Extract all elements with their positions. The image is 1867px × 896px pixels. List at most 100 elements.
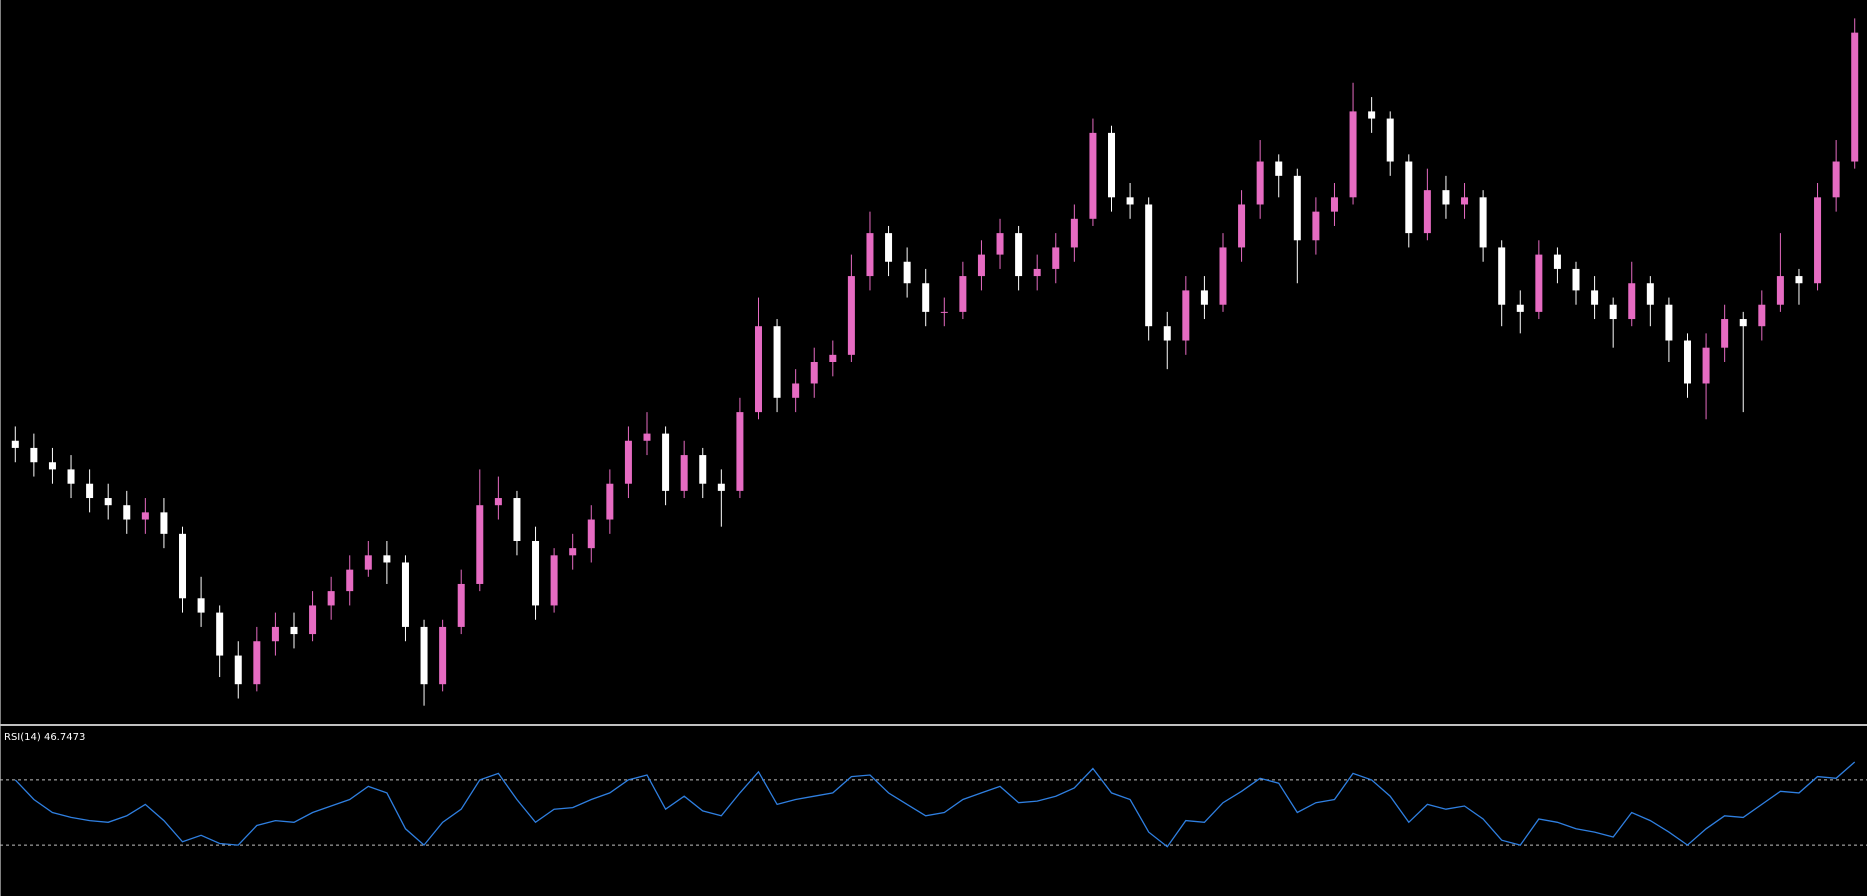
candle-body xyxy=(1163,326,1171,341)
candle-body xyxy=(569,548,577,556)
candle-body xyxy=(30,447,38,463)
candle-body xyxy=(48,462,56,470)
candle-body xyxy=(1070,218,1078,248)
rsi-line xyxy=(14,761,1856,848)
candle-body xyxy=(1275,161,1283,176)
candle-body xyxy=(736,412,744,491)
candle-body xyxy=(532,541,540,606)
candle-body xyxy=(1591,290,1599,305)
candle-body xyxy=(773,326,781,398)
candle-body xyxy=(1572,268,1580,291)
candle-body xyxy=(364,555,372,570)
candle-body xyxy=(1238,204,1246,248)
candle-body xyxy=(550,555,558,606)
candle-body xyxy=(1739,319,1747,327)
candle-body xyxy=(67,469,75,484)
candle-body xyxy=(383,555,391,563)
candle-body xyxy=(1535,254,1543,312)
candle-body xyxy=(439,626,447,685)
candle-body xyxy=(1646,283,1654,305)
candle-body xyxy=(1256,161,1264,205)
candle-body xyxy=(1200,290,1208,305)
candle-body xyxy=(1479,197,1487,248)
candle-body xyxy=(680,455,688,491)
candle-body xyxy=(1814,197,1822,284)
candle-body xyxy=(457,583,465,627)
candle-body xyxy=(885,233,893,262)
candle-body xyxy=(922,283,930,312)
candle-body xyxy=(1405,161,1413,234)
candle-body xyxy=(1758,304,1766,327)
candle-body xyxy=(1609,304,1617,320)
candle-body xyxy=(977,254,985,277)
candle-body xyxy=(940,311,948,313)
candle-body xyxy=(494,498,502,506)
candle-body xyxy=(141,512,149,520)
candle-body xyxy=(717,483,725,491)
candle-body xyxy=(624,440,632,484)
candle-body xyxy=(401,562,409,627)
candle-body xyxy=(662,433,670,491)
candle-body xyxy=(1089,132,1097,219)
candle-body xyxy=(513,498,521,541)
candle-body xyxy=(1182,290,1190,341)
candle-body xyxy=(1349,111,1357,198)
candle-body xyxy=(1312,211,1320,241)
candle-body xyxy=(123,505,131,520)
candle-body xyxy=(996,233,1004,255)
candle-body xyxy=(1721,319,1729,348)
candle-body xyxy=(959,276,967,312)
candle-body xyxy=(1052,247,1060,269)
candle-body xyxy=(1330,197,1338,212)
candle-body xyxy=(327,591,335,606)
candle-body xyxy=(1553,254,1561,269)
candle-body xyxy=(1776,276,1784,305)
candle-body xyxy=(253,641,261,685)
candle-body xyxy=(810,362,818,384)
candle-body xyxy=(847,276,855,355)
candle-body xyxy=(1386,118,1394,162)
candle-body xyxy=(754,326,762,413)
candle-body xyxy=(699,455,707,484)
candle-body xyxy=(11,440,19,448)
candle-body xyxy=(197,598,205,613)
candle-body xyxy=(1628,283,1636,320)
candle-body xyxy=(1368,111,1376,119)
candle-body xyxy=(160,512,168,534)
candle-body xyxy=(1108,132,1116,198)
candle-body xyxy=(1145,204,1153,327)
candle-body xyxy=(420,626,428,685)
candle-body xyxy=(792,383,800,398)
candle-body xyxy=(1516,304,1524,312)
candle-body xyxy=(1461,197,1469,205)
candle-body xyxy=(216,612,224,656)
candle-body xyxy=(903,261,911,284)
candle-body xyxy=(829,354,837,362)
candle-body xyxy=(234,655,242,685)
rsi-label: RSI(14) 46.7473 xyxy=(4,732,85,743)
candle-body xyxy=(86,483,94,499)
candle-body xyxy=(290,626,298,635)
candle-body xyxy=(1423,190,1431,234)
candle-body xyxy=(271,626,279,642)
candle-body xyxy=(1702,347,1710,384)
candle-body xyxy=(179,533,187,599)
candle-body xyxy=(1126,197,1134,205)
candle-body xyxy=(1851,32,1859,162)
candle-body xyxy=(104,498,112,506)
candle-body xyxy=(1795,276,1803,284)
candle-body xyxy=(1442,190,1450,205)
candle-body xyxy=(1832,161,1840,198)
candle-body xyxy=(476,505,484,584)
candle-body xyxy=(1219,247,1227,305)
candle-body xyxy=(866,233,874,277)
candle-body xyxy=(643,433,651,441)
candle-body xyxy=(1015,233,1023,277)
candle-body xyxy=(606,483,614,520)
candle-body xyxy=(1665,304,1673,341)
candle-body xyxy=(1683,340,1691,384)
candle-body xyxy=(1033,268,1041,277)
candle-body xyxy=(346,569,354,592)
